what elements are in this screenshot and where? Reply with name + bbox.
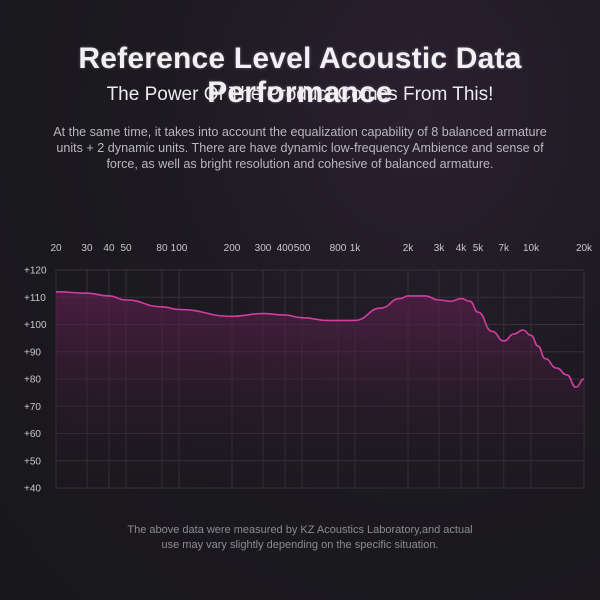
y-tick-label: +110: [24, 293, 46, 304]
x-tick-label: 4k: [456, 243, 468, 254]
y-tick-label: +50: [24, 456, 41, 467]
y-tick-label: +100: [24, 320, 47, 331]
x-tick-label: 1k: [350, 243, 362, 254]
x-tick-label: 3k: [434, 243, 446, 254]
response-curve-line: [55, 291, 585, 389]
page-title: Reference Level Acoustic Data Performanc…: [78, 42, 522, 109]
x-tick-label: 50: [120, 243, 132, 254]
x-tick-label: 20: [50, 243, 62, 254]
y-tick-label: +40: [24, 484, 41, 495]
x-tick-label: 40: [103, 243, 115, 254]
x-tick-label: 800: [330, 243, 347, 254]
x-tick-label: 10k: [523, 243, 540, 254]
x-axis-ticks: 20 30 40 50 80 100 200 300 400 500 800 1k 2k 3k 4k 5k 7k…: [50, 243, 593, 254]
page-subtitle: The Power Of The Product Comes From This…: [106, 84, 494, 105]
x-tick-label: 5k: [473, 243, 485, 254]
y-tick-label: +60: [24, 429, 41, 440]
y-tick-label: +90: [24, 347, 41, 358]
response-area-fill: [56, 291, 584, 488]
description-text: At the same time, it takes into account …: [53, 125, 547, 171]
y-tick-label: +70: [24, 402, 41, 413]
x-tick-label: 20k: [576, 243, 593, 254]
x-tick-label: 500: [294, 243, 311, 254]
x-tick-label: 80: [156, 243, 168, 254]
y-tick-label: +120: [24, 266, 47, 277]
footnote-line-1: The above data were measured by KZ Acous…: [127, 524, 473, 536]
x-tick-label: 400: [277, 243, 294, 254]
measurement-footnote: The above data were measured by KZ Acous…: [110, 523, 490, 553]
footnote-line-2: use may vary slightly depending on the s…: [161, 539, 439, 551]
x-tick-label: 300: [255, 243, 272, 254]
y-axis-ticks: +120 +110 +100 +90 +80 +70 +60 +50 +40: [24, 266, 47, 495]
x-tick-label: 7k: [498, 243, 510, 254]
x-tick-label: 2k: [403, 243, 415, 254]
chart-area-layer: [55, 291, 585, 488]
y-tick-label: +80: [24, 375, 41, 386]
x-tick-label: 100: [171, 243, 188, 254]
x-tick-label: 30: [81, 243, 93, 254]
x-tick-label: 200: [224, 243, 241, 254]
